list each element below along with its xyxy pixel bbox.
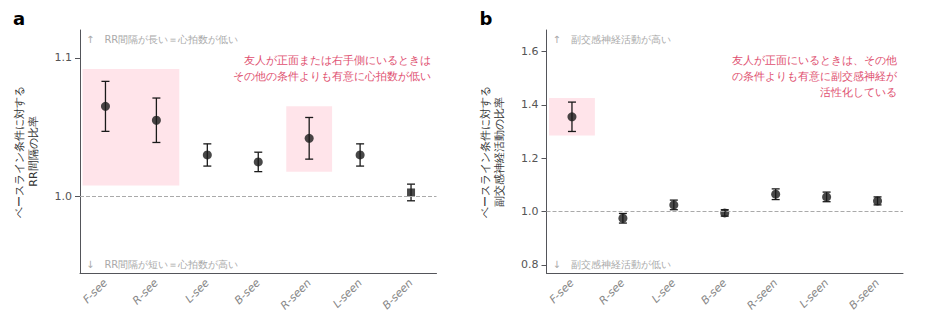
svg-text:L-see: L-see [183, 276, 212, 305]
svg-text:ベースライン条件に対する: ベースライン条件に対する [13, 86, 26, 218]
svg-text:の条件よりも有意に副交感神経が: の条件よりも有意に副交感神経が [732, 70, 898, 83]
svg-text:F-see: F-see [547, 276, 577, 306]
svg-text:↑ 副交感神経活動が高い: ↑ 副交感神経活動が高い [553, 34, 671, 45]
svg-text:B-seen: B-seen [846, 276, 882, 312]
svg-text:R-seen: R-seen [278, 276, 314, 312]
svg-text:L-seen: L-seen [797, 276, 831, 310]
svg-text:友人が正面にいるときは、その他: 友人が正面にいるときは、その他 [732, 54, 897, 67]
svg-text:F-see: F-see [80, 276, 110, 306]
svg-text:R-seen: R-seen [744, 276, 780, 312]
svg-text:1.6: 1.6 [521, 45, 539, 58]
svg-text:1.0: 1.0 [55, 190, 73, 203]
svg-text:R-see: R-see [596, 276, 627, 307]
svg-text:その他の条件よりも有意に心拍数が低い: その他の条件よりも有意に心拍数が低い [233, 70, 431, 83]
svg-text:B-seen: B-seen [380, 276, 416, 312]
svg-text:L-see: L-see [649, 276, 678, 305]
svg-text:↓ RR間隔が短い＝心拍数が高い: ↓ RR間隔が短い＝心拍数が高い [86, 259, 238, 270]
svg-text:1.2: 1.2 [521, 152, 539, 165]
svg-text:0.8: 0.8 [521, 258, 539, 271]
svg-text:L-seen: L-seen [330, 276, 364, 310]
svg-text:1.1: 1.1 [55, 51, 73, 64]
svg-text:ベースライン条件に対する: ベースライン条件に対する [479, 86, 492, 218]
svg-text:1.4: 1.4 [521, 98, 539, 111]
svg-text:R-see: R-see [130, 276, 161, 307]
svg-text:副交感神経活動の比率: 副交感神経活動の比率 [493, 97, 506, 207]
svg-text:↓ 副交感神経活動が低い: ↓ 副交感神経活動が低い [553, 259, 671, 270]
svg-text:a: a [13, 8, 25, 29]
svg-text:RR間隔の比率: RR間隔の比率 [27, 116, 40, 186]
svg-text:B-see: B-see [699, 276, 730, 307]
svg-text:B-see: B-see [232, 276, 263, 307]
svg-text:b: b [480, 8, 493, 29]
svg-text:活性化している: 活性化している [820, 86, 897, 99]
svg-text:1.0: 1.0 [521, 205, 539, 218]
svg-text:友人が正面または右手側にいるときは: 友人が正面または右手側にいるときは [244, 54, 431, 67]
svg-text:↑ RR間隔が長い＝心拍数が低い: ↑ RR間隔が長い＝心拍数が低い [86, 34, 238, 45]
